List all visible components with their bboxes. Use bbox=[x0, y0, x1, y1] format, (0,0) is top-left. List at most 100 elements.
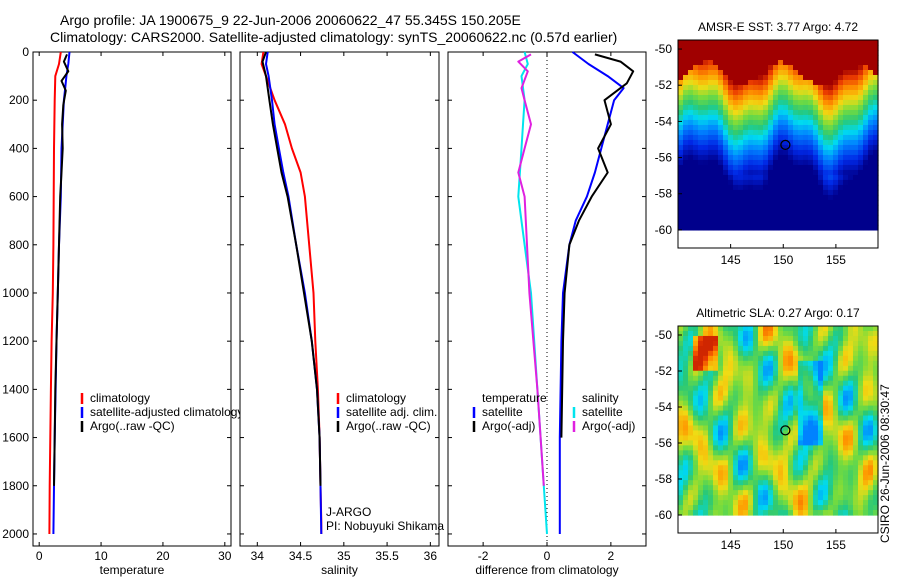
map-cell bbox=[728, 380, 734, 387]
map-cell bbox=[813, 380, 819, 387]
map-cell bbox=[748, 380, 754, 387]
map-cell bbox=[683, 380, 689, 387]
map-cell bbox=[748, 169, 754, 176]
map-cell bbox=[818, 455, 824, 461]
map-cell bbox=[823, 350, 829, 357]
map-cell bbox=[738, 129, 744, 136]
map-cell bbox=[868, 375, 874, 382]
map-cell bbox=[798, 154, 804, 161]
map-cell bbox=[713, 99, 719, 106]
map-cell bbox=[723, 129, 729, 136]
map-cell bbox=[743, 450, 749, 456]
map-cell bbox=[763, 345, 769, 352]
map-cell bbox=[683, 89, 689, 96]
map-cell bbox=[743, 390, 749, 397]
map-cell bbox=[788, 500, 794, 506]
map-cell bbox=[703, 134, 709, 141]
map-cell bbox=[698, 40, 704, 46]
map-cell bbox=[863, 74, 869, 81]
map-cell bbox=[733, 480, 739, 486]
map-cell bbox=[693, 209, 699, 216]
map-cell bbox=[698, 94, 704, 101]
map-cell bbox=[748, 345, 754, 352]
map-cell bbox=[768, 74, 774, 81]
map-cell bbox=[713, 335, 719, 342]
map-cell bbox=[693, 505, 699, 511]
map-cell bbox=[823, 445, 829, 451]
map-cell bbox=[733, 109, 739, 116]
map-cell bbox=[703, 204, 709, 211]
map-cell bbox=[853, 199, 859, 206]
map-cell bbox=[688, 174, 694, 181]
map-cell bbox=[783, 410, 789, 417]
map-cell bbox=[778, 430, 784, 437]
map-cell bbox=[818, 390, 824, 397]
map-cell bbox=[808, 134, 814, 141]
map-cell bbox=[693, 485, 699, 491]
map-cell bbox=[763, 94, 769, 101]
map-cell bbox=[838, 385, 844, 392]
map-cell bbox=[743, 355, 749, 362]
map-cell bbox=[693, 224, 699, 231]
map-cell bbox=[823, 219, 829, 226]
map-cell bbox=[778, 355, 784, 362]
map-cell bbox=[873, 184, 879, 191]
map-cell bbox=[858, 169, 864, 176]
map-cell bbox=[688, 184, 694, 191]
map-cell bbox=[713, 430, 719, 437]
map-cell bbox=[838, 445, 844, 451]
map-cell bbox=[873, 179, 879, 186]
map-cell bbox=[798, 375, 804, 382]
map-cell bbox=[688, 415, 694, 422]
map-cell bbox=[758, 99, 764, 106]
map-cell bbox=[868, 400, 874, 407]
series-line bbox=[261, 51, 322, 486]
map-cell bbox=[723, 134, 729, 141]
map-cell bbox=[748, 385, 754, 392]
map-cell bbox=[743, 465, 749, 471]
map-cell bbox=[848, 224, 854, 231]
map-cell bbox=[853, 129, 859, 136]
map-cell bbox=[768, 124, 774, 131]
map-cell bbox=[843, 405, 849, 412]
map-cell bbox=[803, 134, 809, 141]
map-cell bbox=[708, 214, 714, 221]
map-cell bbox=[718, 450, 724, 456]
map-cell bbox=[813, 139, 819, 146]
map-cell bbox=[833, 199, 839, 206]
map-cell bbox=[863, 204, 869, 211]
map-cell bbox=[803, 400, 809, 407]
map-cell bbox=[713, 470, 719, 476]
map-cell bbox=[868, 119, 874, 126]
map-cell bbox=[763, 149, 769, 156]
map-cell bbox=[733, 209, 739, 216]
map-cell bbox=[833, 470, 839, 476]
map-cell bbox=[838, 119, 844, 126]
map-cell bbox=[838, 430, 844, 437]
map-cell bbox=[803, 415, 809, 422]
map-cell bbox=[763, 104, 769, 111]
map-cell bbox=[708, 104, 714, 111]
map-cell bbox=[688, 114, 694, 121]
map-cell bbox=[858, 500, 864, 506]
map-cell bbox=[843, 425, 849, 432]
map-cell bbox=[733, 405, 739, 412]
map-cell bbox=[788, 69, 794, 76]
map-cell bbox=[698, 59, 704, 66]
map-cell bbox=[813, 189, 819, 196]
map-cell bbox=[748, 124, 754, 131]
map-cell bbox=[858, 124, 864, 131]
map-cell bbox=[778, 435, 784, 441]
map-cell bbox=[848, 405, 854, 412]
map-cell bbox=[793, 189, 799, 196]
map-cell bbox=[743, 169, 749, 176]
map-cell bbox=[798, 74, 804, 81]
map-cell bbox=[778, 134, 784, 141]
map-cell bbox=[713, 129, 719, 136]
map-cell bbox=[768, 395, 774, 402]
map-cell bbox=[738, 119, 744, 126]
map-cell bbox=[828, 395, 834, 402]
map-cell bbox=[808, 440, 814, 446]
map-cell bbox=[723, 59, 729, 66]
map-cell bbox=[703, 510, 709, 516]
